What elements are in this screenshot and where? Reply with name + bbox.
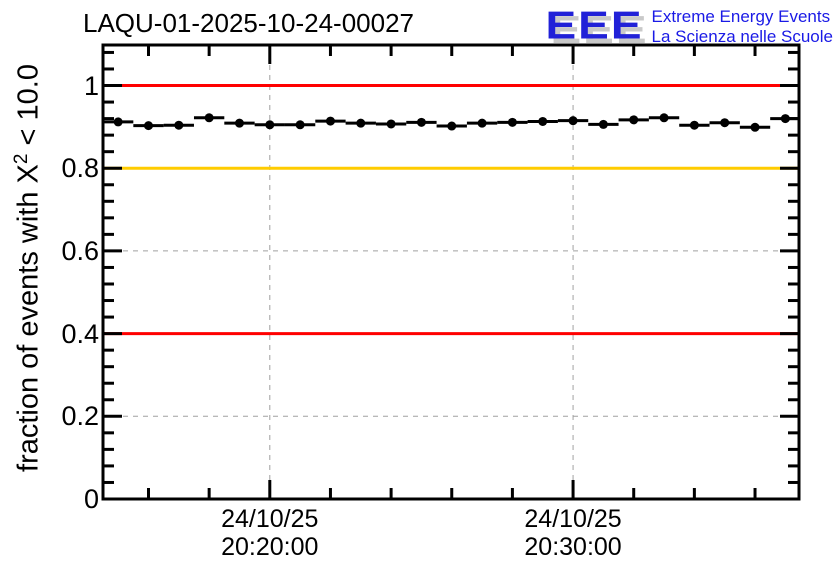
data-point — [598, 119, 608, 129]
data-point — [356, 118, 366, 128]
data-point — [750, 122, 760, 132]
data-point — [204, 113, 214, 123]
data-point — [265, 120, 275, 130]
data-point — [174, 120, 184, 130]
data-point — [507, 117, 517, 127]
data-point — [113, 117, 123, 127]
data-point — [447, 121, 457, 131]
data-point — [295, 120, 305, 130]
data-point — [416, 117, 426, 127]
data-point — [325, 116, 335, 126]
data-point — [477, 118, 487, 128]
data-point — [538, 116, 548, 126]
data-point — [780, 114, 790, 124]
data-point — [629, 115, 639, 125]
data-point — [689, 120, 699, 130]
data-point — [659, 113, 669, 123]
data-point — [386, 119, 396, 129]
data-point — [143, 121, 153, 131]
plot-frame — [101, 43, 801, 501]
data-point — [568, 116, 578, 126]
data-point — [720, 118, 730, 128]
data-point — [234, 118, 244, 128]
